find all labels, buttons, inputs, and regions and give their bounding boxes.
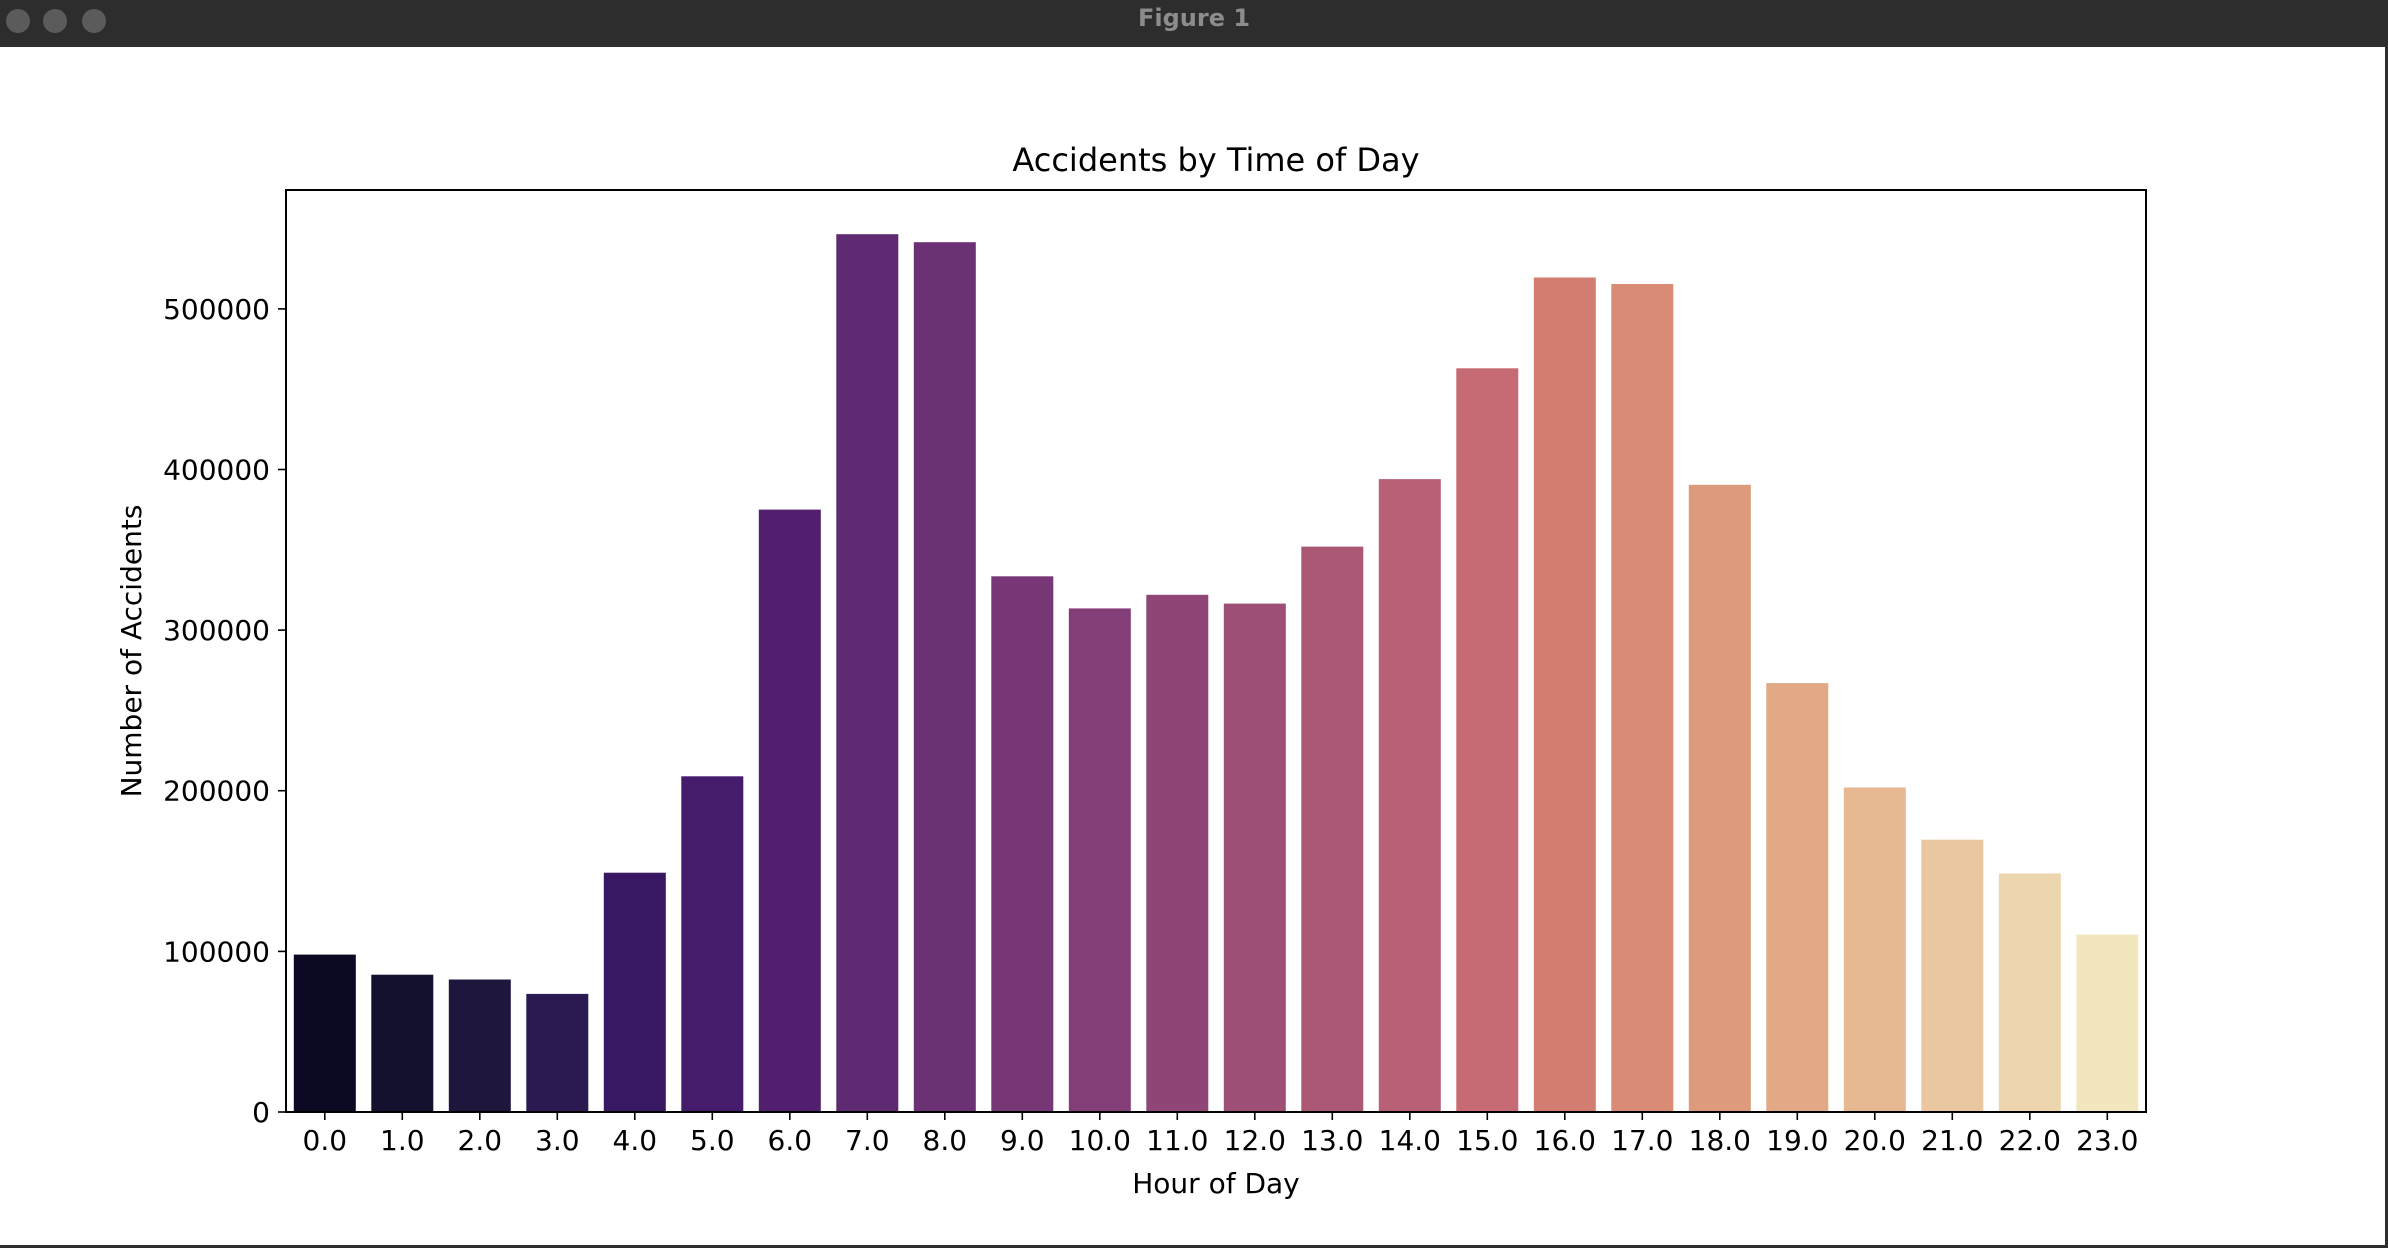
- bar-hour-2.0: [448, 979, 511, 1112]
- y-tick-label: 0: [252, 1096, 270, 1129]
- minimize-window-button[interactable]: [43, 9, 67, 33]
- x-tick-label: 23.0: [2076, 1124, 2138, 1157]
- x-tick-label: 17.0: [1611, 1124, 1673, 1157]
- bars-group: [293, 234, 2139, 1113]
- bar-hour-12.0: [1223, 603, 1286, 1112]
- y-tick-label: 200000: [163, 775, 270, 808]
- close-window-button[interactable]: [6, 9, 30, 33]
- x-tick-label: 22.0: [1999, 1124, 2061, 1157]
- bar-hour-0.0: [293, 954, 356, 1112]
- x-tick-label: 3.0: [535, 1124, 580, 1157]
- window-titlebar: Figure 1: [0, 0, 2388, 47]
- x-tick-label: 21.0: [1921, 1124, 1983, 1157]
- bar-hour-3.0: [526, 993, 589, 1112]
- y-tick-label: 500000: [163, 293, 270, 326]
- x-tick-label: 16.0: [1534, 1124, 1596, 1157]
- x-tick-label: 11.0: [1146, 1124, 1208, 1157]
- bar-hour-7.0: [836, 234, 899, 1112]
- bar-hour-4.0: [603, 872, 666, 1112]
- x-tick-label: 8.0: [923, 1124, 968, 1157]
- bar-hour-23.0: [2076, 934, 2139, 1112]
- y-tick-label: 100000: [163, 935, 270, 968]
- x-axis-label: Hour of Day: [1132, 1167, 1300, 1200]
- x-tick-label: 10.0: [1069, 1124, 1131, 1157]
- x-tick-label: 2.0: [458, 1124, 503, 1157]
- bar-hour-19.0: [1766, 683, 1829, 1112]
- x-tick-label: 18.0: [1689, 1124, 1751, 1157]
- x-tick-label: 6.0: [768, 1124, 813, 1157]
- x-tick-label: 5.0: [690, 1124, 735, 1157]
- bar-hour-8.0: [913, 242, 976, 1112]
- bar-hour-16.0: [1533, 277, 1596, 1112]
- bar-hour-13.0: [1301, 546, 1364, 1112]
- x-axis-ticks: 0.0 1.0 2.0 3.0 4.0 5.0 6.0 7.0 8.0 9.0 10.0 11.0 12…: [303, 1112, 2138, 1157]
- bar-hour-9.0: [991, 576, 1054, 1112]
- x-tick-label: 0.0: [303, 1124, 348, 1157]
- maximize-window-button[interactable]: [82, 9, 106, 33]
- x-tick-label: 13.0: [1301, 1124, 1363, 1157]
- bar-hour-20.0: [1843, 787, 1906, 1112]
- x-tick-label: 4.0: [613, 1124, 658, 1157]
- bar-hour-18.0: [1688, 484, 1751, 1112]
- bar-hour-17.0: [1611, 284, 1674, 1112]
- bar-hour-11.0: [1146, 594, 1209, 1112]
- bar-chart: Accidents by Time of Day 0.0 1.0 2.0 3.0 4.0…: [115, 141, 2147, 1200]
- bar-hour-5.0: [681, 776, 744, 1112]
- x-tick-label: 14.0: [1379, 1124, 1441, 1157]
- chart-title: Accidents by Time of Day: [1012, 141, 1419, 179]
- bar-hour-6.0: [758, 509, 821, 1113]
- plot-frame: [285, 189, 2147, 1113]
- x-tick-label: 9.0: [1000, 1124, 1045, 1157]
- bar-hour-22.0: [1998, 873, 2061, 1112]
- x-tick-label: 12.0: [1224, 1124, 1286, 1157]
- x-tick-label: 15.0: [1456, 1124, 1518, 1157]
- bar-hour-1.0: [371, 974, 434, 1112]
- x-tick-label: 7.0: [845, 1124, 890, 1157]
- window-title: Figure 1: [1137, 4, 1251, 32]
- bar-hour-21.0: [1921, 839, 1984, 1112]
- y-tick-label: 400000: [163, 454, 270, 487]
- y-tick-label: 300000: [163, 614, 270, 647]
- y-axis-ticks: 0 100000 200000 300000 400000 500000: [163, 293, 286, 1129]
- x-tick-label: 19.0: [1766, 1124, 1828, 1157]
- x-tick-label: 20.0: [1844, 1124, 1906, 1157]
- bar-hour-15.0: [1456, 368, 1519, 1112]
- figure-canvas: Accidents by Time of Day 0.0 1.0 2.0 3.0 4.0…: [0, 47, 2388, 1248]
- bar-hour-14.0: [1378, 479, 1441, 1113]
- y-axis-label: Number of Accidents: [115, 505, 148, 798]
- bar-hour-10.0: [1068, 608, 1131, 1112]
- x-tick-label: 1.0: [380, 1124, 425, 1157]
